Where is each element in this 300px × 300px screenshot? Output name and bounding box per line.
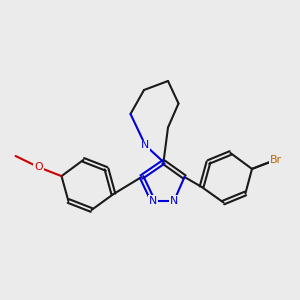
Text: N: N (141, 140, 150, 151)
Text: O: O (34, 162, 43, 172)
Text: N: N (170, 196, 178, 206)
Text: N: N (149, 196, 157, 206)
Text: Br: Br (269, 155, 281, 165)
